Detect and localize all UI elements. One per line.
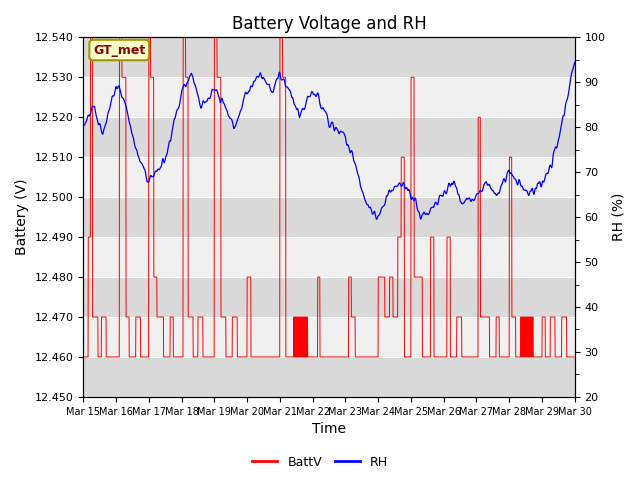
Y-axis label: RH (%): RH (%): [611, 193, 625, 241]
Bar: [83, 237, 575, 277]
Legend: BattV, RH: BattV, RH: [248, 451, 392, 474]
X-axis label: Time: Time: [312, 422, 346, 436]
Text: GT_met: GT_met: [93, 44, 145, 57]
Bar: [83, 357, 575, 397]
Y-axis label: Battery (V): Battery (V): [15, 179, 29, 255]
Bar: [83, 157, 575, 197]
Bar: [83, 77, 575, 117]
Bar: [83, 37, 575, 77]
Bar: [83, 277, 575, 317]
Bar: [83, 117, 575, 157]
Bar: [83, 317, 575, 357]
Title: Battery Voltage and RH: Battery Voltage and RH: [232, 15, 426, 33]
Bar: [83, 197, 575, 237]
